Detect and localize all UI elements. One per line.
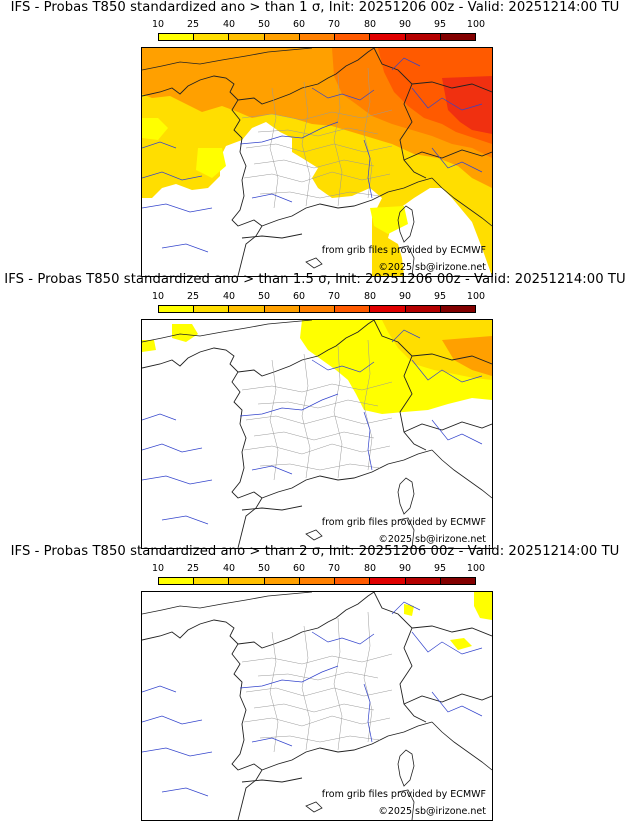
colorbar-segment (264, 34, 300, 40)
colorbar-label: 50 (257, 563, 271, 574)
map: from grib files provided by ECMWF ©2025 … (141, 47, 493, 277)
panel-3: IFS - Probas T850 standardized ano > tha… (0, 544, 630, 821)
credit-source: from grib files provided by ECMWF (321, 789, 486, 800)
colorbar-label: 40 (222, 19, 236, 30)
panel-1: IFS - Probas T850 standardized ano > tha… (0, 0, 630, 277)
colorbar (158, 305, 476, 313)
colorbar-label: 70 (327, 291, 341, 302)
colorbar-labels: 10 25 40 50 60 70 80 90 95 100 (142, 563, 492, 575)
credit-source: from grib files provided by ECMWF (321, 245, 486, 256)
colorbar-label: 10 (151, 563, 165, 574)
colorbar-label: 95 (433, 19, 447, 30)
colorbar-segment (440, 34, 475, 40)
colorbar (158, 33, 476, 41)
colorbar-segment (335, 34, 371, 40)
colorbar-label: 60 (292, 563, 306, 574)
colorbar-segment (370, 578, 406, 584)
colorbar-labels: 10 25 40 50 60 70 80 90 95 100 (142, 19, 492, 31)
colorbar-segment (335, 578, 371, 584)
colorbar-segment (299, 306, 336, 312)
colorbar-segment (405, 578, 441, 584)
colorbar-segment (159, 578, 195, 584)
panel-title: IFS - Probas T850 standardized ano > tha… (10, 0, 620, 15)
colorbar-label: 40 (222, 563, 236, 574)
colorbar-label: 90 (398, 291, 412, 302)
colorbar-label: 10 (151, 291, 165, 302)
colorbar-label: 60 (292, 19, 306, 30)
colorbar-label: 80 (363, 563, 377, 574)
colorbar-segment (335, 306, 371, 312)
colorbar-label: 25 (186, 563, 200, 574)
colorbar-segment (194, 578, 230, 584)
colorbar-label: 40 (222, 291, 236, 302)
probability-map (142, 320, 492, 548)
colorbar-label: 95 (433, 291, 447, 302)
colorbar-label: 100 (466, 19, 486, 30)
colorbar-segment (159, 34, 195, 40)
colorbar-label: 70 (327, 563, 341, 574)
colorbar-segment (229, 34, 265, 40)
colorbar-label: 100 (466, 563, 486, 574)
colorbar-segment (299, 578, 336, 584)
colorbar-label: 25 (186, 19, 200, 30)
colorbar-segment (229, 578, 265, 584)
colorbar-segment (159, 306, 195, 312)
colorbar-segment (264, 578, 300, 584)
colorbar-segment (405, 306, 441, 312)
colorbar-label: 70 (327, 19, 341, 30)
colorbar-label: 50 (257, 19, 271, 30)
colorbar-segment (440, 578, 475, 584)
colorbar-label: 60 (292, 291, 306, 302)
panel-2: IFS - Probas T850 standardized ano > tha… (0, 272, 630, 549)
probability-map (142, 592, 492, 820)
colorbar-segment (194, 34, 230, 40)
colorbar-segment (370, 34, 406, 40)
colorbar-label: 80 (363, 291, 377, 302)
colorbar-label: 90 (398, 563, 412, 574)
colorbar-label: 95 (433, 563, 447, 574)
colorbar-label: 50 (257, 291, 271, 302)
map: from grib files provided by ECMWF ©2025 … (141, 319, 493, 549)
colorbar-segment (405, 34, 441, 40)
colorbar-segment (370, 306, 406, 312)
colorbar (158, 577, 476, 585)
colorbar-label: 10 (151, 19, 165, 30)
colorbar-segment (299, 34, 336, 40)
credit-copyright: ©2025 sb@irizone.net (378, 534, 486, 545)
map: from grib files provided by ECMWF ©2025 … (141, 591, 493, 821)
colorbar-label: 80 (363, 19, 377, 30)
panel-title: IFS - Probas T850 standardized ano > tha… (4, 272, 626, 287)
credit-source: from grib files provided by ECMWF (321, 517, 486, 528)
colorbar-segment (440, 306, 475, 312)
colorbar-segment (264, 306, 300, 312)
credit-copyright: ©2025 sb@irizone.net (378, 262, 486, 273)
probability-map (142, 48, 492, 276)
credit-copyright: ©2025 sb@irizone.net (378, 806, 486, 817)
colorbar-segment (194, 306, 230, 312)
colorbar-label: 90 (398, 19, 412, 30)
colorbar-label: 25 (186, 291, 200, 302)
colorbar-segment (229, 306, 265, 312)
panel-title: IFS - Probas T850 standardized ano > tha… (10, 544, 620, 559)
colorbar-labels: 10 25 40 50 60 70 80 90 95 100 (142, 291, 492, 303)
colorbar-label: 100 (466, 291, 486, 302)
